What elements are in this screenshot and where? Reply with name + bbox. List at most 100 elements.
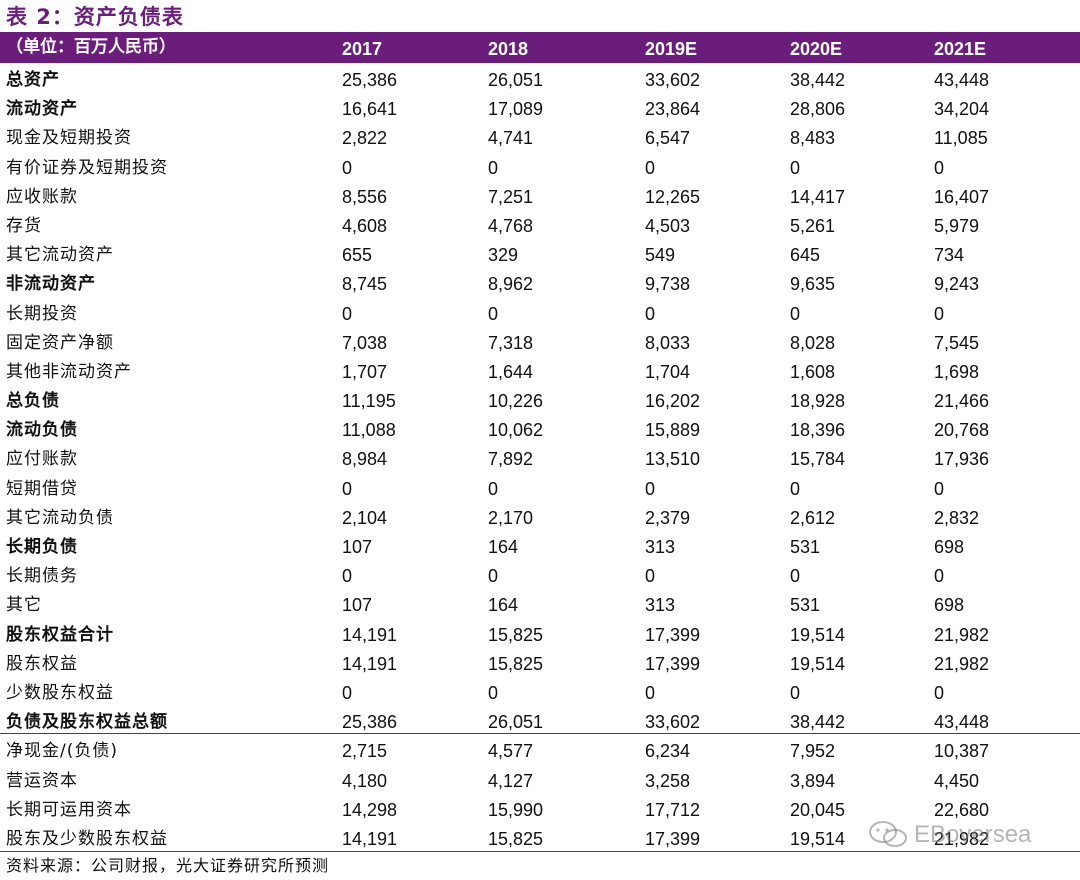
table-row: 存货 4,608 4,768 4,503 5,261 5,979 xyxy=(0,212,1080,241)
row-label: 有价证券及短期投资 xyxy=(6,157,168,178)
table-row: 短期借贷 0 0 0 0 0 xyxy=(0,475,1080,504)
cell-value: 6,234 xyxy=(645,741,691,762)
cell-value: 164 xyxy=(488,537,519,557)
cell-value: 0 xyxy=(645,566,656,587)
unit-label: （单位：百万人民币） xyxy=(6,37,176,57)
cell-value: 8,984 xyxy=(342,449,388,470)
cell-value: 2,715 xyxy=(342,741,388,762)
cell-value: 8,028 xyxy=(790,332,836,353)
cell-value: 2,822 xyxy=(342,128,388,149)
table-row: 总资产 25,386 26,051 33,602 38,442 43,448 xyxy=(0,66,1080,95)
cell-value: 4,768 xyxy=(488,215,534,236)
cell-value: 38,442 xyxy=(790,70,846,90)
cell-value: 107 xyxy=(342,537,373,557)
row-label: 其它 xyxy=(6,595,42,616)
row-label: 总负债 xyxy=(6,391,60,412)
cell-value: 0 xyxy=(488,682,499,703)
cell-value: 4,608 xyxy=(342,215,388,236)
cell-value: 0 xyxy=(790,157,801,178)
cell-value: 8,483 xyxy=(790,128,836,149)
row-label: 其它流动负债 xyxy=(6,507,114,528)
cell-value: 8,033 xyxy=(645,332,691,353)
year-header: 2019E xyxy=(645,39,698,59)
cell-value: 0 xyxy=(934,303,945,324)
cell-value: 698 xyxy=(934,595,965,616)
cell-value: 16,407 xyxy=(934,186,990,207)
cell-value: 0 xyxy=(790,303,801,324)
cell-value: 19,514 xyxy=(790,624,846,645)
cell-value: 645 xyxy=(790,245,821,266)
cell-value: 8,745 xyxy=(342,274,388,295)
cell-value: 43,448 xyxy=(934,70,990,90)
cell-value: 5,261 xyxy=(790,215,836,236)
cell-value: 107 xyxy=(342,595,373,616)
cell-value: 0 xyxy=(342,478,353,499)
cell-value: 14,191 xyxy=(342,624,398,645)
watermark-text: EBoversea xyxy=(914,821,1032,848)
cell-value: 17,399 xyxy=(645,828,701,849)
cell-value: 0 xyxy=(342,682,353,703)
table-row: 净现金/(负债) 2,715 4,577 6,234 7,952 10,387 xyxy=(0,737,1080,766)
table-row: 长期可运用资本 14,298 15,990 17,712 20,045 22,680 xyxy=(0,796,1080,825)
table-header: （单位：百万人民币） 2017 2018 2019E 2020E 2021E xyxy=(0,32,1080,63)
cell-value: 9,243 xyxy=(934,274,980,295)
cell-value: 14,417 xyxy=(790,186,846,207)
cell-value: 3,258 xyxy=(645,770,691,791)
cell-value: 0 xyxy=(342,566,353,587)
cell-value: 43,448 xyxy=(934,712,990,733)
cell-value: 4,577 xyxy=(488,741,534,762)
table-row: 固定资产净额 7,038 7,318 8,033 8,028 7,545 xyxy=(0,329,1080,358)
watermark: EBoversea xyxy=(868,818,1031,852)
cell-value: 0 xyxy=(488,566,499,587)
cell-value: 10,062 xyxy=(488,420,544,441)
table-row: 总负债 11,195 10,226 16,202 18,928 21,466 xyxy=(0,387,1080,416)
cell-value: 9,738 xyxy=(645,274,691,295)
cell-value: 14,191 xyxy=(342,653,398,674)
cell-value: 15,889 xyxy=(645,420,701,441)
row-label: 长期负债 xyxy=(6,537,78,557)
cell-value: 25,386 xyxy=(342,70,398,90)
table-row: 股东权益合计 14,191 15,825 17,399 19,514 21,982 xyxy=(0,621,1080,650)
row-label: 负债及股东权益总额 xyxy=(6,712,168,733)
year-header: 2020E xyxy=(790,39,843,59)
cell-value: 18,928 xyxy=(790,391,846,412)
cell-value: 3,894 xyxy=(790,770,836,791)
cell-value: 33,602 xyxy=(645,712,701,733)
cell-value: 698 xyxy=(934,537,965,557)
row-label: 股东及少数股东权益 xyxy=(6,828,168,849)
table-row: 其他非流动资产 1,707 1,644 1,704 1,608 1,698 xyxy=(0,358,1080,387)
row-label: 净现金/(负债) xyxy=(6,741,118,762)
table-divider xyxy=(0,733,1080,734)
table-row: 负债及股东权益总额 25,386 26,051 33,602 38,442 43,448 xyxy=(0,708,1080,737)
cell-value: 7,318 xyxy=(488,332,534,353)
cell-value: 21,466 xyxy=(934,391,990,412)
cell-value: 1,608 xyxy=(790,361,836,382)
row-label: 其他非流动资产 xyxy=(6,361,132,382)
wechat-icon xyxy=(869,821,907,847)
cell-value: 22,680 xyxy=(934,799,990,820)
cell-value: 19,514 xyxy=(790,653,846,674)
cell-value: 8,556 xyxy=(342,186,388,207)
cell-value: 19,514 xyxy=(790,828,846,849)
cell-value: 0 xyxy=(645,157,656,178)
cell-value: 531 xyxy=(790,595,821,616)
cell-value: 0 xyxy=(934,157,945,178)
cell-value: 7,892 xyxy=(488,449,534,470)
cell-value: 15,825 xyxy=(488,624,544,645)
cell-value: 17,712 xyxy=(645,799,701,820)
row-label: 股东权益 xyxy=(6,653,78,674)
cell-value: 17,936 xyxy=(934,449,990,470)
cell-value: 0 xyxy=(790,478,801,499)
table-row: 长期负债 107 164 313 531 698 xyxy=(0,533,1080,562)
cell-value: 4,741 xyxy=(488,128,534,149)
cell-value: 12,265 xyxy=(645,186,701,207)
cell-value: 2,379 xyxy=(645,507,691,528)
cell-value: 17,089 xyxy=(488,99,544,120)
row-label: 股东权益合计 xyxy=(6,624,114,645)
cell-value: 7,038 xyxy=(342,332,388,353)
cell-value: 0 xyxy=(342,157,353,178)
cell-value: 0 xyxy=(934,478,945,499)
cell-value: 5,979 xyxy=(934,215,980,236)
cell-value: 0 xyxy=(488,303,499,324)
row-label: 长期可运用资本 xyxy=(6,799,132,820)
